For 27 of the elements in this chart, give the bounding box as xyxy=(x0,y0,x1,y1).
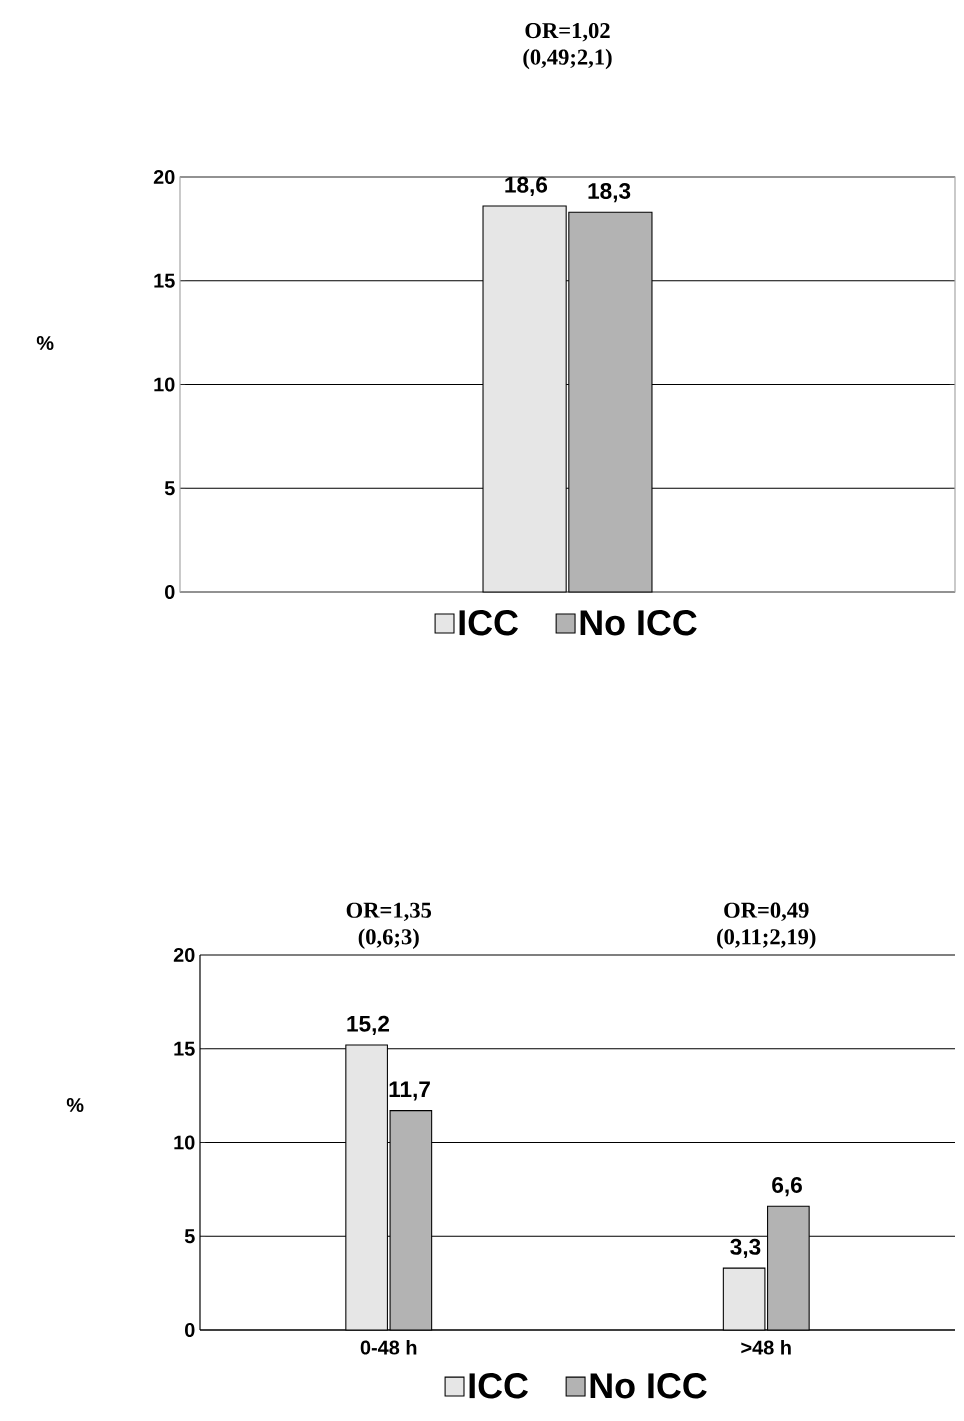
y-tick-label: 10 xyxy=(154,377,175,392)
data-label: 18,6 xyxy=(505,176,548,197)
legend-label: ICC xyxy=(459,610,518,636)
legend-label: No ICC xyxy=(580,610,697,636)
y-tick-label: 5 xyxy=(164,481,175,496)
y-axis-title: % xyxy=(36,335,54,350)
y-tick-label: 20 xyxy=(153,169,175,185)
data-label: 18,3 xyxy=(588,183,631,203)
y-tick-label: 0 xyxy=(165,584,175,600)
x-tick-label: 0-48 h xyxy=(360,1340,417,1355)
y-tick-label: 15 xyxy=(174,1041,195,1056)
text: OR=0,49 (0,11;2,19) xyxy=(717,902,816,949)
legend-label: ICC xyxy=(469,1373,528,1399)
y-tick-label: 0 xyxy=(185,1322,195,1338)
data-label: 11,7 xyxy=(389,1081,430,1101)
data-label: 6,6 xyxy=(772,1176,802,1197)
x-tick-label: >48 h xyxy=(741,1340,791,1355)
y-axis-title: % xyxy=(66,1097,84,1112)
y-tick-label: 20 xyxy=(173,947,195,963)
y-tick-label: 10 xyxy=(174,1135,195,1150)
y-tick-label: 15 xyxy=(154,273,175,288)
data-label: 3,3 xyxy=(730,1238,761,1259)
chart-title: OR=1,02 (0,49;2,1) xyxy=(523,22,612,70)
y-tick-label: 5 xyxy=(184,1229,195,1244)
data-label: 15,2 xyxy=(347,1015,390,1035)
legend-label: No ICC xyxy=(590,1373,707,1399)
text: OR=1,35 (0,6;3) xyxy=(346,902,432,949)
